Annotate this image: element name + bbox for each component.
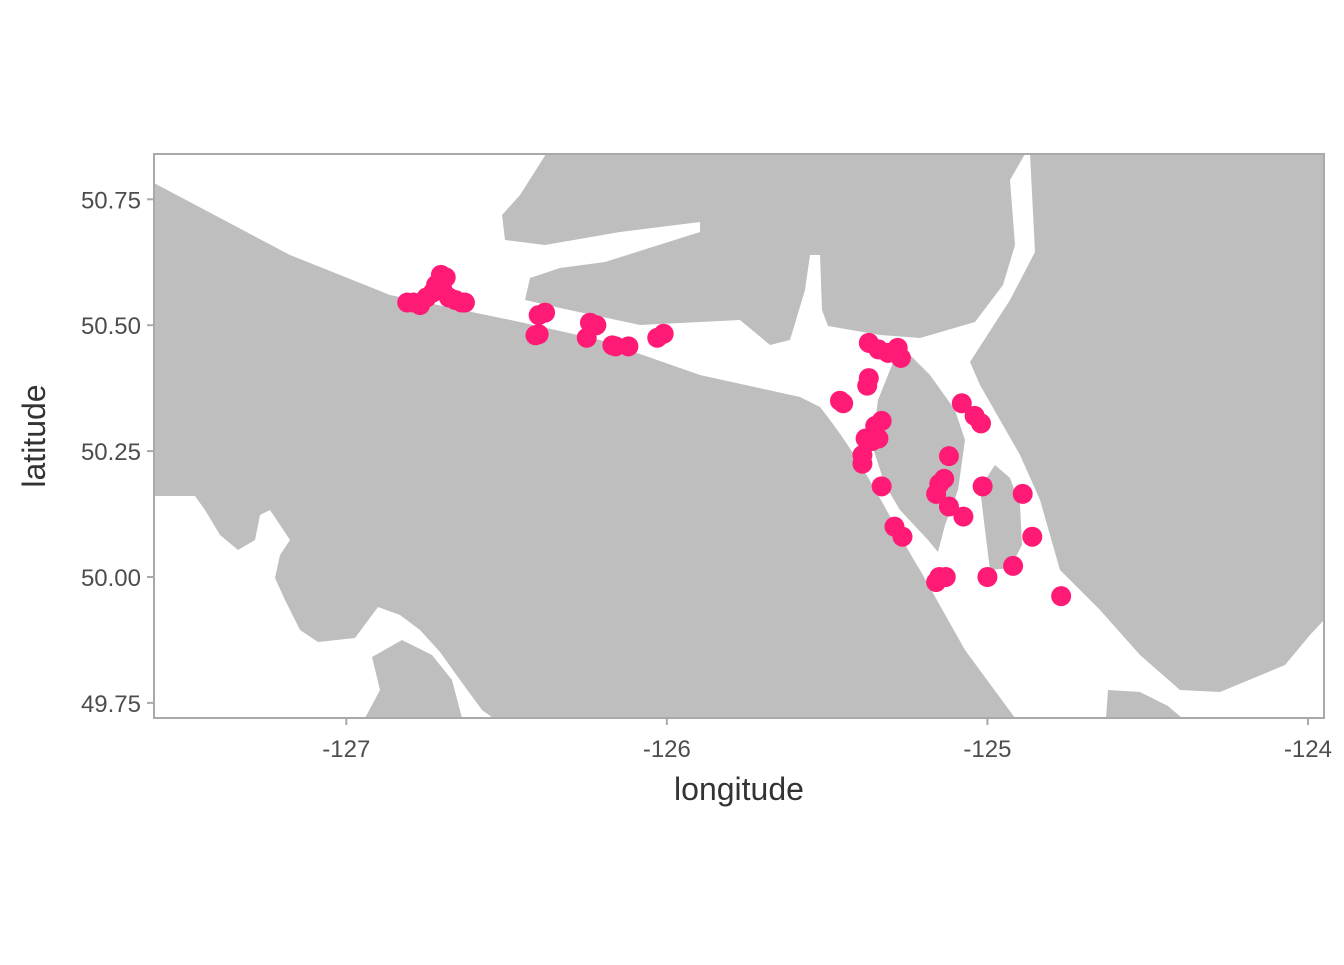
sighting-point <box>935 567 956 587</box>
land-southeast-island <box>1106 690 1182 718</box>
sighting-point <box>454 292 475 313</box>
x-tick-label: -126 <box>643 736 691 763</box>
sighting-point <box>971 413 992 434</box>
plot-frame <box>153 153 1325 719</box>
y-tick-label: 50.75 <box>81 187 141 214</box>
land-southwest-island <box>365 640 462 718</box>
sighting-point <box>1022 526 1043 547</box>
y-axis: 49.75 50.00 50.25 50.50 50.75 <box>81 187 154 718</box>
land-mainland-east <box>970 154 1324 692</box>
x-tick-label: -125 <box>963 736 1011 763</box>
sighting-point <box>977 567 998 587</box>
sighting-point <box>862 431 883 452</box>
sighting-point <box>951 393 972 414</box>
sighting-point <box>972 476 993 497</box>
y-tick-label: 50.50 <box>81 313 141 340</box>
sighting-point <box>535 302 556 323</box>
y-axis-title: latitude <box>16 384 52 487</box>
sighting-point <box>576 327 597 348</box>
land-vancouver-island <box>154 183 1015 718</box>
land-west-island <box>154 278 195 370</box>
sighting-point <box>938 446 959 467</box>
x-tick-label: -127 <box>322 736 370 763</box>
sighting-point <box>1012 483 1033 504</box>
y-tick-label: 50.25 <box>81 439 141 466</box>
sighting-point <box>618 336 639 357</box>
x-axis: -127 -126 -125 -124 <box>322 718 1332 763</box>
sighting-point <box>892 526 913 547</box>
land-layer <box>154 154 1324 718</box>
sighting-point <box>938 496 959 517</box>
sighting-point <box>953 506 974 527</box>
y-tick-label: 49.75 <box>81 691 141 718</box>
land-mainland-north <box>502 154 1025 345</box>
points-layer <box>397 264 1072 607</box>
sighting-point <box>833 393 854 414</box>
sighting-point <box>926 483 947 504</box>
sighting-point <box>528 324 549 345</box>
x-tick-label: -124 <box>1284 736 1332 763</box>
x-axis-title: longitude <box>674 771 804 807</box>
y-tick-label: 50.00 <box>81 565 141 592</box>
sighting-point <box>871 476 892 497</box>
sighting-point <box>857 375 878 396</box>
sighting-point <box>852 453 873 474</box>
sighting-point <box>1003 555 1024 576</box>
sighting-point <box>653 323 674 344</box>
sighting-point <box>1051 586 1072 607</box>
sighting-point <box>890 347 911 368</box>
